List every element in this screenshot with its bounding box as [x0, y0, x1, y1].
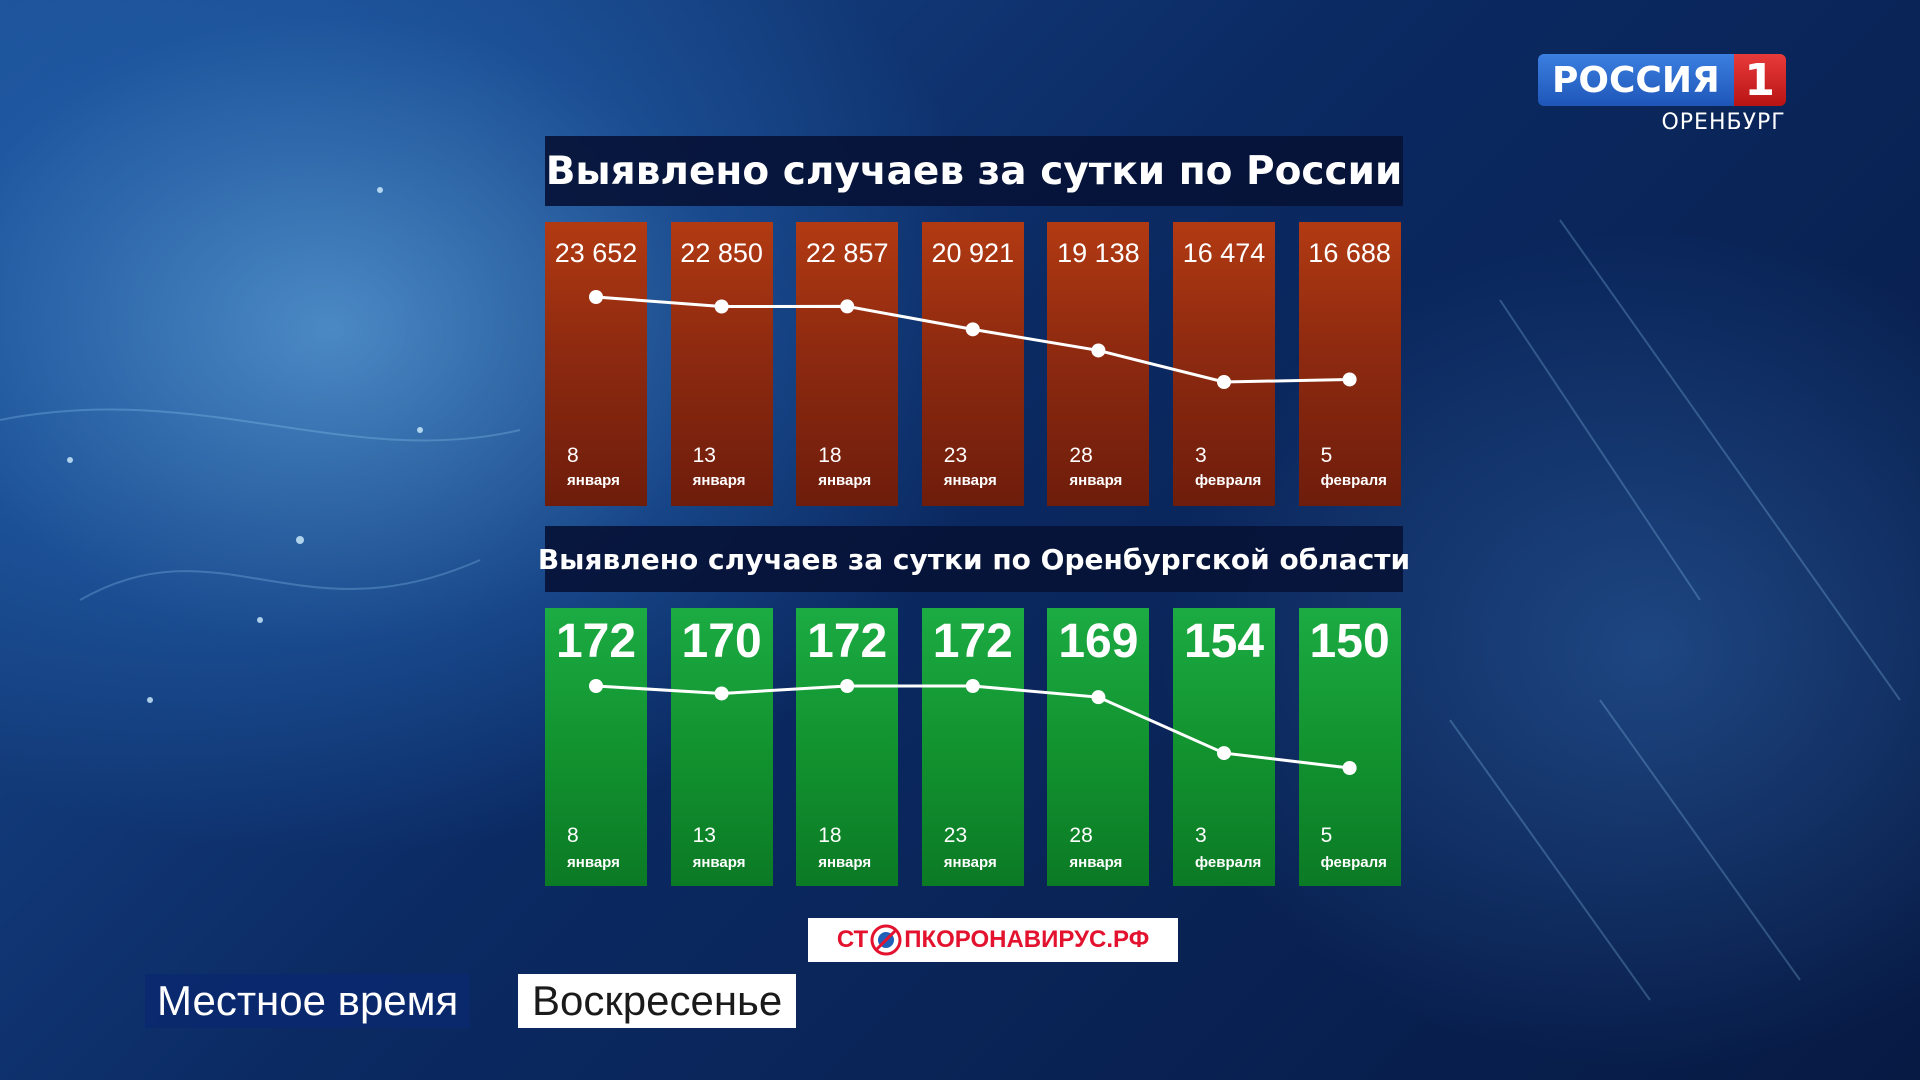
russia-bar-month-label: февраля: [1320, 472, 1387, 489]
orenburg-bar-day-label: 5: [1320, 824, 1333, 847]
orenburg-trend-point: [589, 679, 603, 693]
orenburg-trend-point: [1217, 746, 1231, 761]
russia-chart: 23 652 8 января 22 850 13 января 22 857 18 январ…: [545, 222, 1403, 506]
banner-text-part2: ПКОРОНАВИРУС.РФ: [904, 926, 1150, 953]
orenburg-bar-value-label: 150: [1309, 615, 1390, 668]
banner-text-part1: СТ: [836, 926, 869, 953]
russia-bar-day-label: 5: [1320, 444, 1333, 467]
orenburg-trend-point: [1091, 690, 1106, 705]
orenburg-bar-day-label: 28: [1069, 824, 1093, 847]
orenburg-bar-value-label: 172: [932, 615, 1013, 668]
orenburg-bar-day-label: 13: [692, 824, 716, 847]
orenburg-bar-month-label: января: [818, 854, 872, 871]
channel-logo: РОССИЯ 1 ОРЕНБУРГ: [1538, 54, 1786, 135]
orenburg-bar-month-label: января: [1069, 854, 1123, 871]
russia-trend-point: [589, 290, 603, 304]
russia-bar-month-label: января: [1069, 472, 1123, 489]
russia-bar-month-label: января: [567, 472, 620, 489]
russia-trend-point: [1217, 375, 1231, 389]
orenburg-bar: 172 23 января: [921, 608, 1024, 886]
orenburg-bar-month-label: января: [943, 854, 997, 871]
russia-chart-title: Выявлено случаев за сутки по России: [545, 136, 1403, 206]
orenburg-chart-title: Выявлено случаев за сутки по Оренбургско…: [538, 526, 1410, 592]
russia-bar-month-label: января: [692, 472, 746, 489]
channel-name: РОССИЯ: [1538, 54, 1734, 106]
russia-trend-line: [595, 295, 1350, 384]
orenburg-bar-day-label: 18: [818, 824, 842, 847]
orenburg-bar-value-label: 172: [555, 615, 637, 668]
show-day: Воскресенье: [518, 974, 797, 1028]
russia-bar: 22 850 13 января: [670, 222, 773, 506]
orenburg-bar: 172 18 января: [796, 608, 899, 886]
russia-trend-point: [1342, 372, 1357, 387]
russia-trend-overlay: [589, 290, 1357, 389]
orenburg-bar-value-label: 169: [1058, 615, 1139, 668]
orenburg-bar-day-label: 3: [1195, 824, 1207, 847]
russia-trend-point: [714, 299, 729, 314]
orenburg-trend-point: [1342, 761, 1357, 775]
russia-trend-point: [1091, 343, 1106, 358]
orenburg-bar-month-label: января: [692, 854, 746, 871]
russia-bar-month-label: января: [818, 472, 872, 489]
orenburg-bar-month-label: февраля: [1320, 854, 1387, 871]
russia-trend-point: [840, 299, 855, 314]
russia-bar: 19 138 28 января: [1047, 222, 1150, 506]
orenburg-trend-overlay: [589, 679, 1357, 775]
russia-bar: 16 474 3 февраля: [1173, 222, 1275, 506]
virus-icon: [870, 924, 902, 956]
russia-bar-month-label: февраля: [1195, 472, 1262, 489]
russia-bar-day-label: 28: [1069, 444, 1093, 467]
russia-bar: 16 688 5 февраля: [1298, 222, 1401, 506]
russia-bar-value-label: 20 921: [931, 238, 1015, 268]
orenburg-bar-month-label: февраля: [1195, 854, 1262, 871]
orenburg-trend-point: [840, 679, 855, 693]
russia-bar-day-label: 23: [943, 444, 968, 467]
russia-bar-value-label: 22 857: [805, 238, 889, 268]
russia-bar-month-label: января: [943, 472, 997, 489]
show-name: Местное время: [145, 974, 471, 1028]
orenburg-trend-line: [595, 684, 1350, 770]
russia-bar-value-label: 22 850: [680, 238, 763, 268]
channel-region: ОРЕНБУРГ: [1661, 110, 1786, 135]
orenburg-chart: 172 8 января 170 13 января 172 18 января 172 23 янв…: [545, 608, 1403, 886]
orenburg-bar-month-label: января: [567, 854, 620, 871]
channel-number: 1: [1733, 54, 1786, 106]
russia-bar-value-label: 16 688: [1308, 238, 1391, 268]
russia-bar: 22 857 18 января: [796, 222, 899, 506]
orenburg-bar-day-label: 8: [567, 824, 579, 847]
russia-bar: 20 921 23 января: [921, 222, 1024, 506]
orenburg-bar: 170 13 января: [670, 608, 773, 886]
russia-bar-value-label: 23 652: [554, 238, 638, 268]
orenburg-bar: 150 5 февраля: [1298, 608, 1401, 886]
russia-bar-value-label: 19 138: [1057, 238, 1140, 268]
orenburg-bar-value-label: 170: [681, 615, 762, 668]
stopcoronavirus-banner: СТ ПКОРОНАВИРУС.РФ: [808, 918, 1178, 962]
orenburg-trend-point: [965, 679, 980, 693]
russia-bar-day-label: 8: [567, 444, 579, 467]
russia-bar-day-label: 18: [818, 444, 842, 467]
orenburg-bar-value-label: 154: [1183, 615, 1265, 668]
russia-bar-day-label: 3: [1195, 444, 1207, 467]
russia-trend-point: [965, 322, 980, 337]
orenburg-bar: 169 28 января: [1047, 608, 1150, 886]
russia-bar-value-label: 16 474: [1182, 238, 1266, 268]
russia-bar-day-label: 13: [692, 444, 716, 467]
russia-bar: 23 652 8 января: [545, 222, 647, 506]
orenburg-bar-value-label: 172: [807, 615, 888, 668]
orenburg-bar-day-label: 23: [943, 824, 968, 847]
orenburg-bar: 172 8 января: [545, 608, 647, 886]
orenburg-trend-point: [714, 686, 729, 701]
